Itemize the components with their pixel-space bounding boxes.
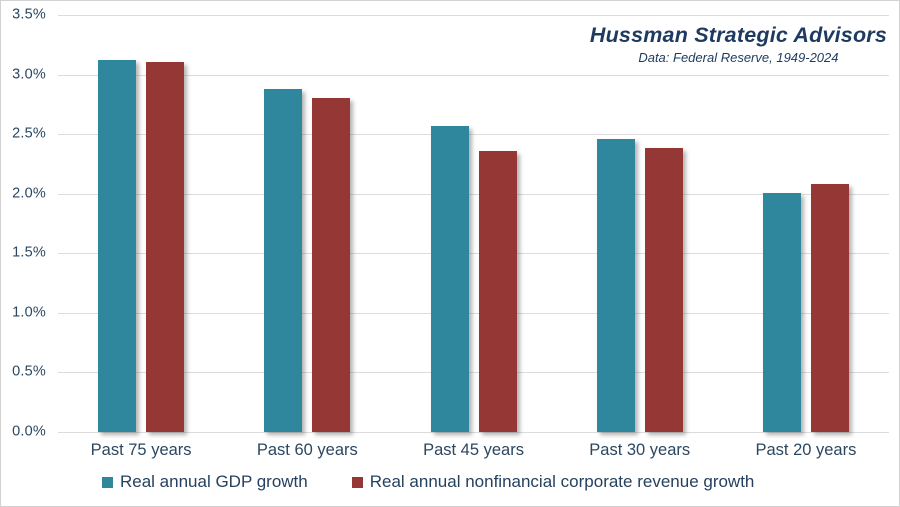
chart-title: Hussman Strategic Advisors (589, 23, 887, 47)
legend-swatch-icon (102, 477, 113, 488)
bar-series1-cat1 (312, 98, 351, 432)
y-tick-label: 3.0% (12, 66, 46, 83)
bar-group (58, 15, 224, 432)
gridline (58, 74, 889, 76)
x-axis-label: Past 75 years (90, 441, 192, 459)
y-tick-label: 3.5% (12, 6, 46, 23)
x-axis-label: Past 45 years (423, 441, 524, 459)
y-tick-label: 2.5% (12, 125, 46, 142)
legend-item-series1: Real annual nonfinancial corporate reven… (351, 472, 755, 492)
title-block: Hussman Strategic Advisors Data: Federal… (590, 23, 887, 66)
legend-swatch-icon (351, 477, 363, 488)
chart-subtitle: Data: Federal Reserve, 1949-2024 (638, 49, 839, 65)
gridline (58, 432, 889, 433)
gridline (58, 193, 889, 195)
gridline (58, 372, 889, 374)
gridline (58, 253, 889, 255)
bar-series0-cat2 (430, 125, 469, 432)
y-tick-label: 2.0% (12, 185, 46, 202)
bar-series1-cat4 (810, 184, 849, 432)
gridline (58, 15, 889, 16)
bar-group (557, 15, 723, 432)
y-tick-label: 0.0% (12, 423, 46, 440)
bar-series0-cat3 (596, 138, 635, 432)
gridline (58, 312, 889, 314)
y-tick-label: 1.0% (12, 304, 46, 321)
bar-group (224, 15, 390, 432)
x-axis-label: Past 20 years (755, 441, 857, 459)
bar-series1-cat2 (478, 150, 517, 432)
bar-series1-cat0 (146, 61, 185, 432)
bar-group (390, 15, 556, 432)
x-axis-labels: Past 75 years Past 60 years Past 45 years P… (58, 441, 889, 460)
legend-label: Real annual nonfinancial corporate reven… (369, 472, 755, 491)
legend: Real annual GDP growth Real annual nonfin… (102, 472, 754, 492)
x-axis-label: Past 60 years (256, 441, 358, 459)
legend-label: Real annual GDP growth (120, 472, 308, 491)
legend-item-series0: Real annual GDP growth (102, 472, 308, 492)
bar-group (723, 15, 889, 432)
bar-plot-area (58, 15, 889, 432)
bar-series0-cat1 (264, 88, 303, 432)
y-tick-label: 0.5% (12, 364, 46, 381)
y-tick-label: 1.5% (12, 244, 46, 261)
bar-series1-cat3 (644, 148, 683, 432)
bar-series0-cat4 (762, 192, 801, 432)
x-axis-label: Past 30 years (589, 441, 691, 459)
bar-series0-cat0 (98, 60, 137, 432)
gridline (58, 134, 889, 136)
